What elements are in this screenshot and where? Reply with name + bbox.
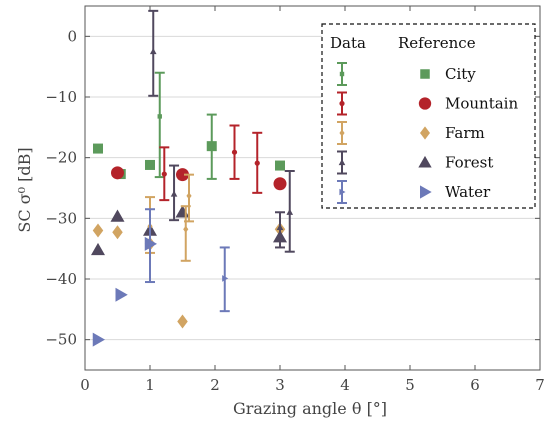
- reference-point-farm: [92, 223, 104, 238]
- y-axis-title: SC σ⁰ [dB]: [15, 147, 34, 232]
- legend-reference-marker-farm: [420, 126, 430, 140]
- x-tick-label: 4: [340, 376, 350, 394]
- legend-reference-marker-mountain: [418, 97, 432, 110]
- legend-data-symbol-water: [337, 180, 347, 204]
- legend-label-forest: Forest: [445, 154, 493, 172]
- data-point-marker: [149, 48, 157, 55]
- legend-label-farm: Farm: [445, 124, 485, 142]
- reference-point-forest: [110, 209, 125, 222]
- data-point-farm: [180, 205, 191, 262]
- x-tick-label: 7: [535, 376, 545, 394]
- legend-header-reference: Reference: [398, 34, 476, 52]
- reference-point-farm: [112, 225, 123, 240]
- data-point-marker: [147, 242, 154, 249]
- data-point-marker: [286, 208, 294, 215]
- x-tick-label: 2: [210, 376, 220, 394]
- x-tick-label: 5: [405, 376, 415, 394]
- data-point-marker: [231, 149, 238, 155]
- legend-data-symbol-forest: [337, 150, 347, 175]
- legend-data-symbol-mountain: [337, 91, 347, 116]
- legend-reference-marker-water: [420, 185, 432, 199]
- legend-data-symbol-city: [337, 62, 347, 86]
- legend-label-water: Water: [445, 183, 491, 201]
- y-tick-label: −30: [45, 209, 77, 227]
- plot-frame: [84, 5, 541, 371]
- x-tick-label: 3: [275, 376, 285, 394]
- legend: Data Reference City Mountain Farm Forest Water: [321, 23, 536, 209]
- legend-data-marker: [339, 71, 345, 77]
- axis-layer: 0 −10 −20 −30 −40 −50 0 1 2 3 4 5 6 7: [45, 5, 545, 394]
- reference-point-mountain: [111, 166, 124, 180]
- legend-label-mountain: Mountain: [445, 95, 518, 113]
- reference-point-city: [93, 143, 103, 154]
- reference-point-water: [92, 332, 105, 347]
- reference-point-water: [115, 287, 128, 302]
- y-tick-label: −40: [45, 270, 77, 288]
- y-tick-label: 0: [67, 27, 77, 45]
- x-tick-label: 0: [80, 376, 90, 394]
- x-tick-label: 1: [145, 376, 155, 394]
- x-axis-title: Grazing angle θ [°]: [233, 399, 387, 418]
- data-point-marker: [157, 114, 162, 119]
- legend-reference-marker-city: [420, 69, 430, 79]
- reference-point-mountain: [273, 177, 287, 191]
- data-point-marker: [209, 143, 214, 149]
- reference-point-farm: [177, 314, 188, 329]
- legend-data-marker: [339, 129, 345, 137]
- data-point-marker: [183, 225, 189, 233]
- data-point-marker: [186, 192, 192, 200]
- legend-data-marker: [339, 188, 346, 196]
- y-tick-label: −20: [45, 149, 77, 167]
- reference-point-forest: [91, 242, 105, 256]
- data-point-marker: [254, 160, 260, 166]
- legend-reference-marker-forest: [418, 155, 432, 168]
- legend-data-symbol-farm: [337, 121, 347, 145]
- data-point-city: [154, 71, 165, 179]
- data-error-bars: [145, 9, 295, 313]
- legend-label-city: City: [445, 65, 476, 83]
- y-tick-label: −50: [45, 331, 77, 349]
- legend-data-marker: [338, 159, 346, 166]
- reference-point-city: [145, 159, 155, 170]
- data-point-marker: [276, 223, 284, 231]
- data-point-marker: [222, 275, 229, 282]
- reference-point-mountain: [176, 168, 189, 182]
- x-tick-label: 6: [470, 376, 480, 394]
- legend-header-data: Data: [330, 34, 366, 52]
- legend-box: [321, 23, 536, 209]
- data-point-marker: [170, 190, 178, 197]
- data-point-marker: [161, 171, 167, 177]
- y-tick-label: −10: [45, 88, 77, 106]
- reference-point-city: [275, 160, 285, 171]
- legend-data-marker: [339, 100, 345, 107]
